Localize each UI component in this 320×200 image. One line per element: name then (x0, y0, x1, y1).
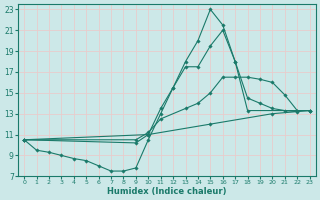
X-axis label: Humidex (Indice chaleur): Humidex (Indice chaleur) (107, 187, 227, 196)
